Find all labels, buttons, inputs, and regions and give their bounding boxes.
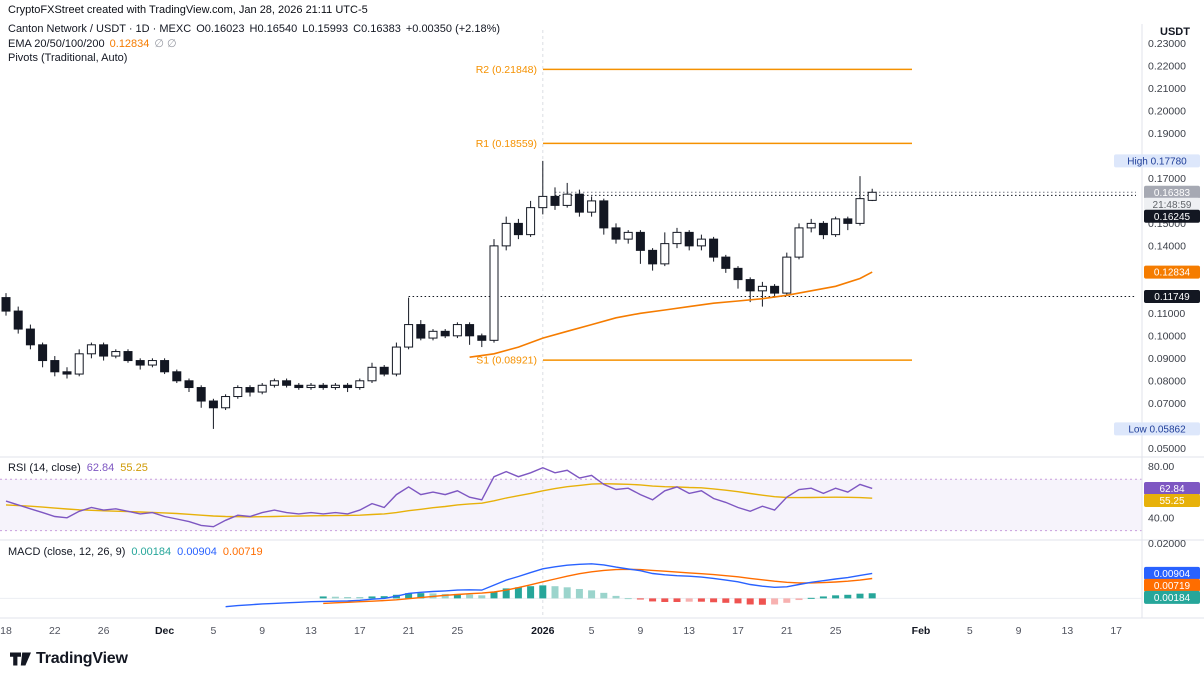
svg-text:0.11000: 0.11000 bbox=[1148, 308, 1185, 320]
svg-text:High 0.17780: High 0.17780 bbox=[1127, 156, 1187, 167]
svg-text:25: 25 bbox=[452, 625, 464, 637]
chart-svg: R2 (0.21848) R1 (0.18559) S1 (0.08921) USDT… bbox=[0, 20, 1204, 637]
svg-text:55.25: 55.25 bbox=[1159, 496, 1184, 507]
pivots-legend-row: Pivots (Traditional, Auto) bbox=[8, 52, 500, 66]
svg-text:0.23000: 0.23000 bbox=[1148, 38, 1186, 50]
macd-pane-series bbox=[225, 563, 876, 608]
svg-text:21:48:59: 21:48:59 bbox=[1153, 200, 1192, 211]
svg-text:0.21000: 0.21000 bbox=[1148, 83, 1186, 95]
macd-legend: MACD (close, 12, 26, 9) 0.00184 0.00904 … bbox=[8, 546, 263, 558]
svg-text:25: 25 bbox=[830, 625, 842, 637]
tradingview-logo-text: TradingView bbox=[36, 650, 128, 667]
rsi-value: 62.84 bbox=[86, 462, 115, 474]
ohlc-high: H0.16540 bbox=[249, 23, 298, 35]
svg-text:R2 (0.21848): R2 (0.21848) bbox=[476, 64, 537, 76]
svg-text:0.05000: 0.05000 bbox=[1148, 443, 1186, 455]
svg-text:5: 5 bbox=[589, 625, 595, 637]
svg-text:40.00: 40.00 bbox=[1148, 512, 1174, 524]
svg-text:0.09000: 0.09000 bbox=[1148, 353, 1186, 365]
svg-text:0.11749: 0.11749 bbox=[1154, 292, 1190, 303]
macd-line-value: 0.00904 bbox=[177, 546, 217, 558]
svg-text:0.19000: 0.19000 bbox=[1148, 128, 1186, 140]
pivots-indicator-title[interactable]: Pivots (Traditional, Auto) bbox=[8, 52, 128, 64]
svg-text:21: 21 bbox=[403, 625, 415, 637]
svg-text:0.14000: 0.14000 bbox=[1148, 240, 1186, 252]
rsi-legend: RSI (14, close) 62.84 55.25 bbox=[8, 462, 148, 474]
rsi-pane-series bbox=[5, 466, 873, 528]
price-lines bbox=[408, 191, 1136, 297]
svg-text:2026: 2026 bbox=[531, 625, 555, 637]
axis-currency-label: USDT bbox=[1160, 26, 1190, 38]
svg-text:13: 13 bbox=[305, 625, 317, 637]
svg-text:Feb: Feb bbox=[912, 625, 931, 637]
svg-text:0.12834: 0.12834 bbox=[1154, 268, 1191, 279]
svg-text:Dec: Dec bbox=[155, 625, 174, 637]
rsi-indicator-title[interactable]: RSI (14, close) bbox=[8, 462, 81, 474]
ema-empty-values: ∅ ∅ bbox=[154, 37, 177, 50]
svg-text:5: 5 bbox=[210, 625, 216, 637]
ema-legend-row: EMA 20/50/100/200 0.12834 ∅ ∅ bbox=[8, 38, 500, 52]
ohlc-close: C0.16383 bbox=[353, 23, 401, 35]
svg-text:0.00719: 0.00719 bbox=[1154, 581, 1191, 592]
svg-text:9: 9 bbox=[1016, 625, 1022, 637]
svg-text:0.02000: 0.02000 bbox=[1148, 538, 1186, 550]
svg-text:21: 21 bbox=[781, 625, 793, 637]
pivot-lines: R2 (0.21848) R1 (0.18559) S1 (0.08921) bbox=[476, 64, 912, 367]
svg-text:0.00184: 0.00184 bbox=[1154, 593, 1191, 604]
symbol-legend-row: Canton Network / USDT · 1D · MEXC O0.160… bbox=[8, 23, 500, 37]
ohlc-change: +0.00350 (+2.18%) bbox=[405, 23, 501, 35]
macd-indicator-title[interactable]: MACD (close, 12, 26, 9) bbox=[8, 546, 126, 558]
svg-text:0.16245: 0.16245 bbox=[1154, 212, 1191, 223]
svg-text:0.22000: 0.22000 bbox=[1148, 60, 1186, 72]
svg-text:18: 18 bbox=[0, 625, 12, 637]
ema-value: 0.12834 bbox=[109, 37, 150, 50]
chart-area[interactable]: R2 (0.21848) R1 (0.18559) S1 (0.08921) USDT… bbox=[0, 20, 1204, 645]
svg-text:62.84: 62.84 bbox=[1159, 484, 1184, 495]
svg-text:0.16383: 0.16383 bbox=[1154, 188, 1191, 199]
svg-text:9: 9 bbox=[637, 625, 643, 637]
macd-signal-value: 0.00719 bbox=[222, 546, 263, 558]
svg-text:S1 (0.08921): S1 (0.08921) bbox=[476, 355, 537, 367]
svg-text:Low 0.05862: Low 0.05862 bbox=[1128, 424, 1186, 435]
svg-text:22: 22 bbox=[49, 625, 61, 637]
svg-text:17: 17 bbox=[354, 625, 366, 637]
legend: Canton Network / USDT · 1D · MEXC O0.160… bbox=[8, 23, 500, 67]
time-axis[interactable]: 18 22 26 Dec 5 9 13 17 21 25 2026 5 9 13 17 21 25 Feb 5 9 13… bbox=[0, 625, 1122, 637]
svg-text:R1 (0.18559): R1 (0.18559) bbox=[476, 138, 537, 150]
ema-line bbox=[469, 271, 873, 358]
svg-text:17: 17 bbox=[1110, 625, 1122, 637]
tradingview-logo[interactable]: TradingView bbox=[10, 650, 128, 668]
svg-text:13: 13 bbox=[683, 625, 695, 637]
svg-text:0.10000: 0.10000 bbox=[1148, 330, 1186, 342]
pane-backgrounds bbox=[0, 20, 1204, 619]
svg-text:0.00904: 0.00904 bbox=[1154, 569, 1191, 580]
symbol-title[interactable]: Canton Network / USDT · 1D · MEXC bbox=[8, 23, 192, 35]
ohlc-low: L0.15993 bbox=[302, 23, 349, 35]
svg-text:0.07000: 0.07000 bbox=[1148, 398, 1186, 410]
svg-text:0.08000: 0.08000 bbox=[1148, 375, 1186, 387]
attribution-bar: CryptoFXStreet created with TradingView.… bbox=[0, 0, 1204, 24]
svg-text:80.00: 80.00 bbox=[1148, 461, 1174, 473]
candlesticks bbox=[1, 160, 877, 429]
svg-text:0.20000: 0.20000 bbox=[1148, 105, 1186, 117]
svg-text:17: 17 bbox=[732, 625, 744, 637]
ohlc-open: O0.16023 bbox=[196, 23, 245, 35]
svg-text:9: 9 bbox=[259, 625, 265, 637]
tradingview-logo-icon bbox=[10, 651, 31, 667]
ema-indicator-title[interactable]: EMA 20/50/100/200 bbox=[8, 37, 105, 50]
svg-text:13: 13 bbox=[1062, 625, 1074, 637]
rsi-ma-value: 55.25 bbox=[120, 462, 148, 474]
svg-text:0.17000: 0.17000 bbox=[1148, 173, 1186, 185]
svg-text:5: 5 bbox=[967, 625, 973, 637]
svg-text:26: 26 bbox=[98, 625, 110, 637]
macd-hist-value: 0.00184 bbox=[131, 546, 172, 558]
